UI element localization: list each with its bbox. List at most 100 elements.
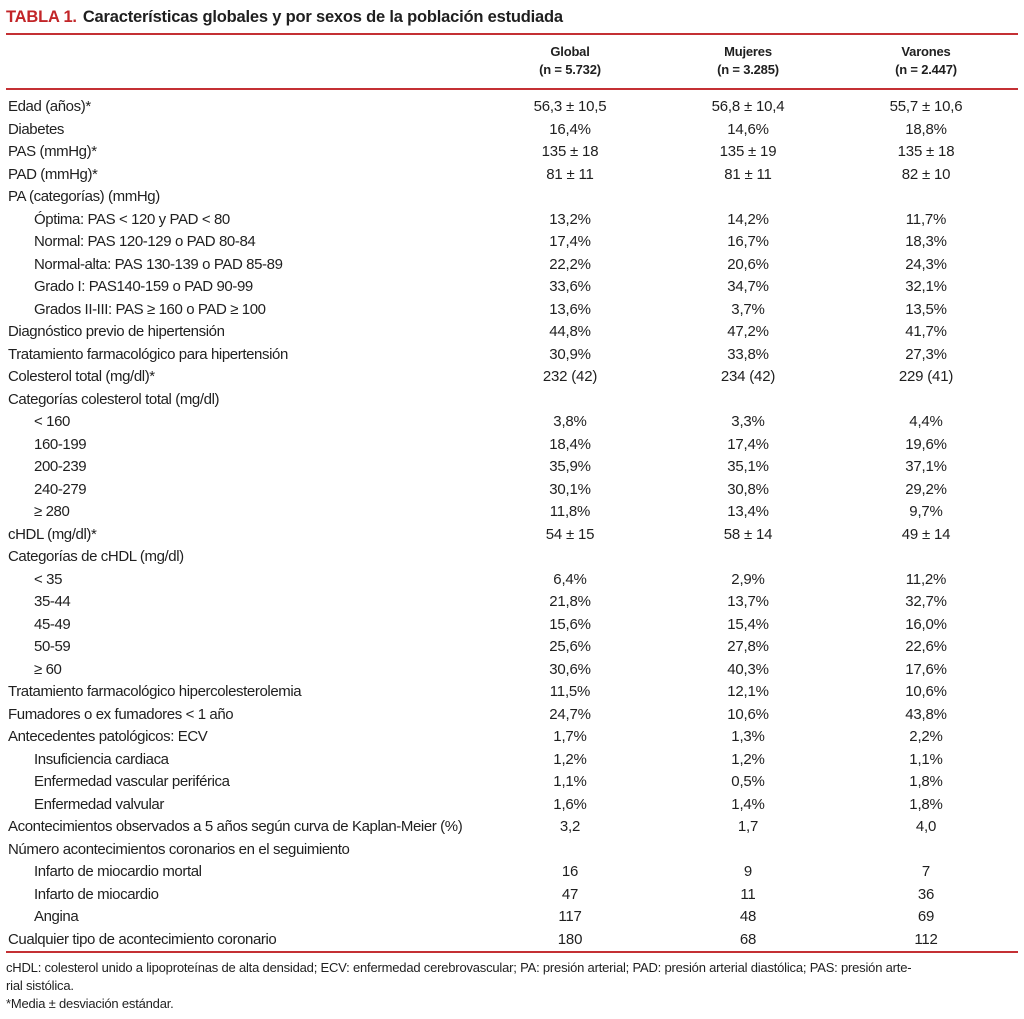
header-rule xyxy=(6,88,1018,90)
table-row: 200-239 35,9% 35,1% 37,1% xyxy=(6,456,1018,479)
cell-value: 6,4% xyxy=(553,570,587,588)
cell-value: 232 (42) xyxy=(542,368,598,385)
cell-value xyxy=(481,186,659,209)
cell-value: 16,0% xyxy=(905,615,947,633)
cell-value: 81 ± 11 xyxy=(724,165,772,183)
cell-value: 17,4% xyxy=(549,233,591,250)
row-label: Infarto de miocardio mortal xyxy=(34,863,202,880)
cell-value: 32,1% xyxy=(905,278,947,295)
cell-value: 13,2% xyxy=(549,210,591,228)
cell-value: 1,6% xyxy=(553,795,587,813)
cell-value: 229 (41) xyxy=(898,368,954,385)
table-row: Grados II-III: PAS ≥ 160 o PAD ≥ 100 13,6… xyxy=(6,299,1018,322)
cell-value: 29,2% xyxy=(905,480,947,498)
cell-value: 1,1% xyxy=(909,750,943,768)
cell-value: 0,5% xyxy=(731,773,765,790)
table-body: Edad (años)* 56,3 ± 10,5 56,8 ± 10,4 55,7 ±… xyxy=(6,90,1018,951)
row-label: Enfermedad vascular periférica xyxy=(34,773,230,790)
table-row: 45-49 15,6% 15,4% 16,0% xyxy=(6,614,1018,637)
cell-value: 4,4% xyxy=(909,413,943,430)
row-label: Diagnóstico previo de hipertensión xyxy=(8,323,225,340)
footnote-line: rial sistólica. xyxy=(6,978,74,993)
row-label: Grado I: PAS140-159 o PAD 90-99 xyxy=(34,278,253,295)
cell-value: 36 xyxy=(917,885,935,903)
cell-value: 2,2% xyxy=(909,728,943,745)
table-row: Fumadores o ex fumadores < 1 año 24,7% 10,… xyxy=(6,704,1018,727)
cell-value: 56,8 ± 10,4 xyxy=(711,98,785,115)
cell-value: 180 xyxy=(557,930,583,948)
column-label: Mujeres xyxy=(724,44,772,59)
table-row: Número acontecimientos coronarios en el … xyxy=(6,839,1018,862)
cell-value xyxy=(837,546,1015,569)
cell-value: 35,9% xyxy=(549,458,591,475)
row-label: 200-239 xyxy=(34,458,87,475)
cell-value xyxy=(659,389,837,412)
cell-value: 44,8% xyxy=(549,323,591,340)
row-label: Infarto de miocardio xyxy=(34,885,159,903)
row-label: Enfermedad valvular xyxy=(34,795,164,813)
table-row: Diagnóstico previo de hipertensión 44,8% 4… xyxy=(6,321,1018,344)
cell-value: 35,1% xyxy=(727,458,769,475)
table-row: ≥ 280 11,8% 13,4% 9,7% xyxy=(6,501,1018,524)
table-header-row: Global (n = 5.732) Mujeres (n = 3.285) V… xyxy=(6,35,1018,88)
cell-value: 30,1% xyxy=(549,480,591,498)
table-row: Categorías colesterol total (mg/dl) xyxy=(6,389,1018,412)
cell-value: 3,3% xyxy=(731,413,765,430)
row-label: < 160 xyxy=(34,413,70,430)
cell-value: 17,4% xyxy=(727,435,769,453)
row-label: Tratamiento farmacológico hipercolestero… xyxy=(8,683,302,700)
cell-value: 9,7% xyxy=(909,503,943,520)
bottom-rule xyxy=(6,951,1018,953)
row-label: PAS (mmHg)* xyxy=(8,143,97,160)
row-label: < 35 xyxy=(34,570,63,588)
footnote-line: *Media ± desviación estándar. xyxy=(6,996,174,1011)
cell-value: 11,2% xyxy=(905,570,947,588)
cell-value: 33,8% xyxy=(727,345,769,363)
cell-value: 3,2 xyxy=(559,818,581,835)
cell-value: 32,7% xyxy=(905,593,947,610)
column-header-varones: Varones (n = 2.447) xyxy=(837,43,1015,79)
cell-value: 47,2% xyxy=(727,323,769,340)
row-label: Número acontecimientos coronarios en el … xyxy=(8,840,350,858)
cell-value: 11,5% xyxy=(549,683,591,700)
table-row: Tratamiento farmacológico hipercolestero… xyxy=(6,681,1018,704)
column-n: (n = 5.732) xyxy=(539,62,601,77)
table-row: Colesterol total (mg/dl)* 232 (42) 234 (42… xyxy=(6,366,1018,389)
cell-value: 1,2% xyxy=(731,750,765,768)
cell-value: 1,4% xyxy=(731,795,765,813)
cell-value: 117 xyxy=(558,908,582,925)
table-row: cHDL (mg/dl)* 54 ± 15 58 ± 14 49 ± 14 xyxy=(6,524,1018,547)
cell-value: 22,6% xyxy=(905,638,947,655)
cell-value: 1,7 xyxy=(737,818,759,835)
cell-value: 1,3% xyxy=(731,728,765,745)
table-row: Diabetes 16,4% 14,6% 18,8% xyxy=(6,119,1018,142)
cell-value: 4,0 xyxy=(915,818,937,835)
column-label: Global xyxy=(550,44,590,59)
cell-value: 22,2% xyxy=(549,255,591,273)
cell-value: 41,7% xyxy=(905,323,947,340)
table-row: ≥ 60 30,6% 40,3% 17,6% xyxy=(6,659,1018,682)
row-label: Categorías colesterol total (mg/dl) xyxy=(8,390,220,408)
table-row: Enfermedad valvular 1,6% 1,4% 1,8% xyxy=(6,794,1018,817)
row-label: Grados II-III: PAS ≥ 160 o PAD ≥ 100 xyxy=(34,300,266,318)
cell-value: 7 xyxy=(921,863,931,880)
cell-value: 34,7% xyxy=(727,278,769,295)
cell-value: 68 xyxy=(739,930,757,948)
cell-value xyxy=(837,839,1015,862)
cell-value xyxy=(659,546,837,569)
table-caption: Características globales y por sexos de … xyxy=(82,8,563,26)
row-label: 50-59 xyxy=(34,638,71,655)
row-label: 160-199 xyxy=(34,435,87,453)
cell-value: 11,7% xyxy=(905,210,947,228)
header-spacer xyxy=(6,43,481,79)
cell-value: 13,6% xyxy=(549,300,591,318)
table-row: Enfermedad vascular periférica 1,1% 0,5% 1,… xyxy=(6,771,1018,794)
cell-value: 13,4% xyxy=(727,503,769,520)
row-label: PA (categorías) (mmHg) xyxy=(8,188,160,205)
cell-value xyxy=(481,546,659,569)
footnote-line: cHDL: colesterol unido a lipoproteínas d… xyxy=(6,960,912,975)
row-label: 240-279 xyxy=(34,480,87,498)
row-label: Fumadores o ex fumadores < 1 año xyxy=(8,705,234,723)
cell-value xyxy=(659,839,837,862)
